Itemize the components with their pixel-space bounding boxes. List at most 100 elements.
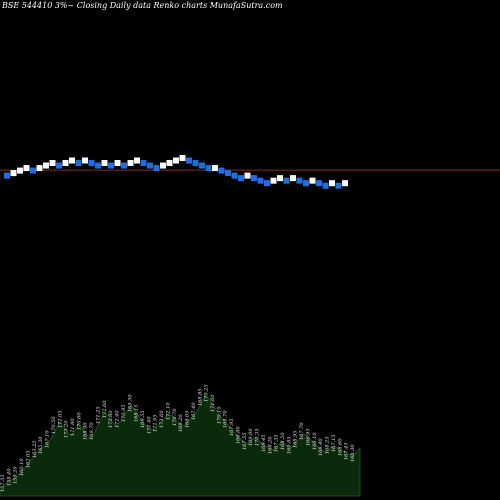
down-brick	[238, 175, 244, 182]
price-label: 168.60	[337, 438, 343, 456]
price-label: 160.10	[19, 458, 25, 476]
down-brick	[56, 162, 62, 169]
price-label: 168.50	[280, 432, 286, 450]
down-brick	[283, 177, 290, 184]
renko-bricks	[4, 154, 348, 189]
price-label: 173.20	[64, 420, 70, 438]
price-label: 169.85	[286, 437, 292, 455]
price-label: 170.60	[76, 412, 82, 430]
price-label: 169.45	[261, 435, 267, 453]
down-brick	[316, 180, 322, 187]
price-label: 162.05	[26, 451, 32, 469]
price-label: 168.20	[267, 436, 273, 454]
volume-area-shape	[0, 395, 361, 497]
price-label: 167.70	[299, 422, 305, 440]
up-brick	[244, 172, 251, 179]
price-label: 171.60	[210, 394, 216, 412]
price-label: 170.25	[204, 385, 210, 403]
price-label: 168.30	[350, 444, 356, 462]
up-brick	[43, 162, 49, 169]
up-brick	[309, 177, 316, 184]
price-label: 167.95	[229, 419, 235, 437]
down-brick	[147, 162, 153, 169]
down-brick	[218, 167, 225, 174]
up-brick	[173, 157, 179, 164]
up-brick	[212, 165, 218, 172]
down-brick	[257, 177, 264, 184]
up-brick	[342, 180, 348, 187]
down-brick	[264, 180, 270, 187]
price-label: 168.90	[83, 422, 89, 440]
up-brick	[62, 160, 69, 167]
price-label: 157.35	[0, 475, 6, 493]
down-brick	[296, 177, 303, 184]
price-label: 167.45	[344, 443, 350, 461]
down-brick	[231, 172, 238, 179]
price-label: 168.25	[325, 437, 331, 455]
up-brick	[10, 170, 17, 177]
price-label: 173.80	[108, 410, 114, 428]
down-brick	[30, 167, 36, 174]
price-label: 163.25	[32, 441, 38, 459]
down-brick	[335, 182, 342, 189]
down-brick	[140, 160, 147, 167]
up-brick	[166, 160, 173, 167]
volume-area	[0, 395, 361, 497]
price-label: 167.55	[242, 433, 248, 451]
up-brick	[69, 157, 75, 164]
price-label: 171.25	[96, 407, 102, 425]
down-brick	[75, 160, 82, 167]
up-brick	[160, 162, 166, 169]
price-label: 159.20	[13, 466, 19, 484]
price-label: 172.40	[115, 410, 121, 428]
price-label: 168.05	[185, 411, 191, 429]
price-label: 172.95	[153, 415, 159, 433]
down-brick	[186, 157, 192, 164]
up-brick	[270, 177, 277, 184]
price-label: 168.15	[134, 405, 140, 423]
price-label: 168.10	[312, 432, 318, 450]
down-brick	[322, 182, 329, 189]
price-label: 172.60	[102, 400, 108, 418]
up-brick	[290, 175, 296, 182]
price-label: 167.35	[274, 435, 280, 453]
price-label: 158.40	[6, 468, 12, 486]
price-label: 170.10	[216, 406, 222, 424]
up-brick	[23, 165, 30, 172]
price-label: 166.80	[236, 426, 242, 444]
down-brick	[303, 180, 309, 187]
price-label: 169.70	[89, 422, 95, 440]
down-brick	[251, 175, 257, 182]
up-brick	[179, 154, 186, 161]
price-label: 169.40	[318, 438, 324, 456]
chart-title: BSE 544410 3%~ Closing Daily data Renko …	[1, 1, 283, 10]
price-label: 170.95	[121, 405, 127, 423]
up-brick	[36, 165, 43, 172]
up-brick	[329, 180, 335, 187]
price-label: 165.30	[38, 436, 44, 454]
down-brick	[192, 160, 199, 167]
price-label: 167.15	[331, 435, 337, 453]
up-brick	[101, 160, 108, 167]
up-brick	[17, 167, 23, 174]
price-label: 172.10	[166, 402, 172, 420]
up-brick	[49, 160, 56, 167]
down-brick	[88, 160, 95, 167]
price-label: 170.35	[255, 429, 261, 447]
down-brick	[225, 170, 231, 177]
up-brick	[277, 175, 283, 182]
price-label: 166.95	[306, 429, 312, 447]
price-label: 168.70	[223, 410, 229, 428]
price-label: 171.40	[146, 416, 152, 434]
price-label: 168.85	[197, 389, 203, 407]
up-brick	[134, 157, 140, 164]
price-label: 168.95	[293, 431, 299, 449]
price-label: 167.10	[45, 430, 51, 448]
price-label: 170.70	[172, 408, 178, 426]
down-brick	[108, 162, 114, 169]
down-brick	[4, 172, 10, 179]
down-brick	[153, 165, 160, 172]
down-brick	[205, 165, 212, 172]
